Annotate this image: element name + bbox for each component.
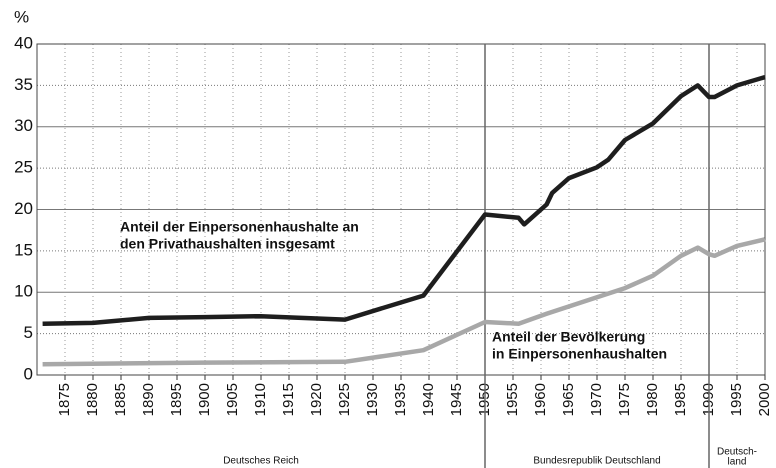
x-tick-label: 1985 (672, 383, 689, 416)
x-tick-label: 1975 (616, 383, 633, 416)
x-tick-label: 1935 (392, 383, 409, 416)
x-tick-label: 2000 (756, 383, 773, 416)
period-label: Deutsches Reich (223, 456, 299, 467)
x-tick-label: 1925 (336, 383, 353, 416)
y-tick-label: 0 (24, 364, 33, 383)
y-axis-label: % (14, 7, 29, 26)
y-tick-label: 10 (14, 282, 33, 301)
series-label: den Privathaushalten insgesamt (120, 236, 335, 252)
y-tick-label: 20 (14, 199, 33, 218)
x-tick-label: 1885 (112, 383, 129, 416)
x-tick-label: 1930 (364, 383, 381, 416)
x-tick-label: 1900 (196, 383, 213, 416)
y-tick-label: 5 (24, 323, 33, 342)
data-line (42, 74, 766, 326)
series-label: Anteil der Bevölkerung (492, 329, 645, 345)
x-tick-label: 1895 (168, 383, 185, 416)
series-label: in Einpersonenhaushalten (492, 346, 667, 362)
x-tick-label: 1920 (308, 383, 325, 416)
series-label: Anteil der Einpersonenhaushalte an (120, 219, 359, 235)
x-tick-label: 1880 (84, 383, 101, 416)
x-tick-label: 1955 (504, 383, 521, 416)
plot-frame (36, 43, 766, 376)
x-tick-label: 1940 (420, 383, 437, 416)
y-tick-label: 30 (14, 116, 33, 135)
y-tick-label: 35 (14, 75, 33, 94)
x-tick-label: 1945 (448, 383, 465, 416)
x-tick-label: 1970 (588, 383, 605, 416)
x-tick-label: 1965 (560, 383, 577, 416)
x-tick-label: 1960 (532, 383, 549, 416)
data-line (42, 237, 766, 367)
x-tick-label: 1980 (644, 383, 661, 416)
period-label: Deutsch- (717, 447, 757, 458)
y-tick-label: 25 (14, 158, 33, 177)
x-tick-label: 1995 (728, 383, 745, 416)
y-tick-label: 15 (14, 240, 33, 259)
x-tick-label: 1890 (140, 383, 157, 416)
x-tick-label: 1875 (56, 383, 73, 416)
period-label: land (728, 457, 747, 468)
x-tick-label: 1910 (252, 383, 269, 416)
period-label: Bundesrepublik Deutschland (533, 456, 660, 467)
x-tick-label: 1915 (280, 383, 297, 416)
x-tick-label: 1905 (224, 383, 241, 416)
y-tick-label: 40 (14, 33, 33, 52)
